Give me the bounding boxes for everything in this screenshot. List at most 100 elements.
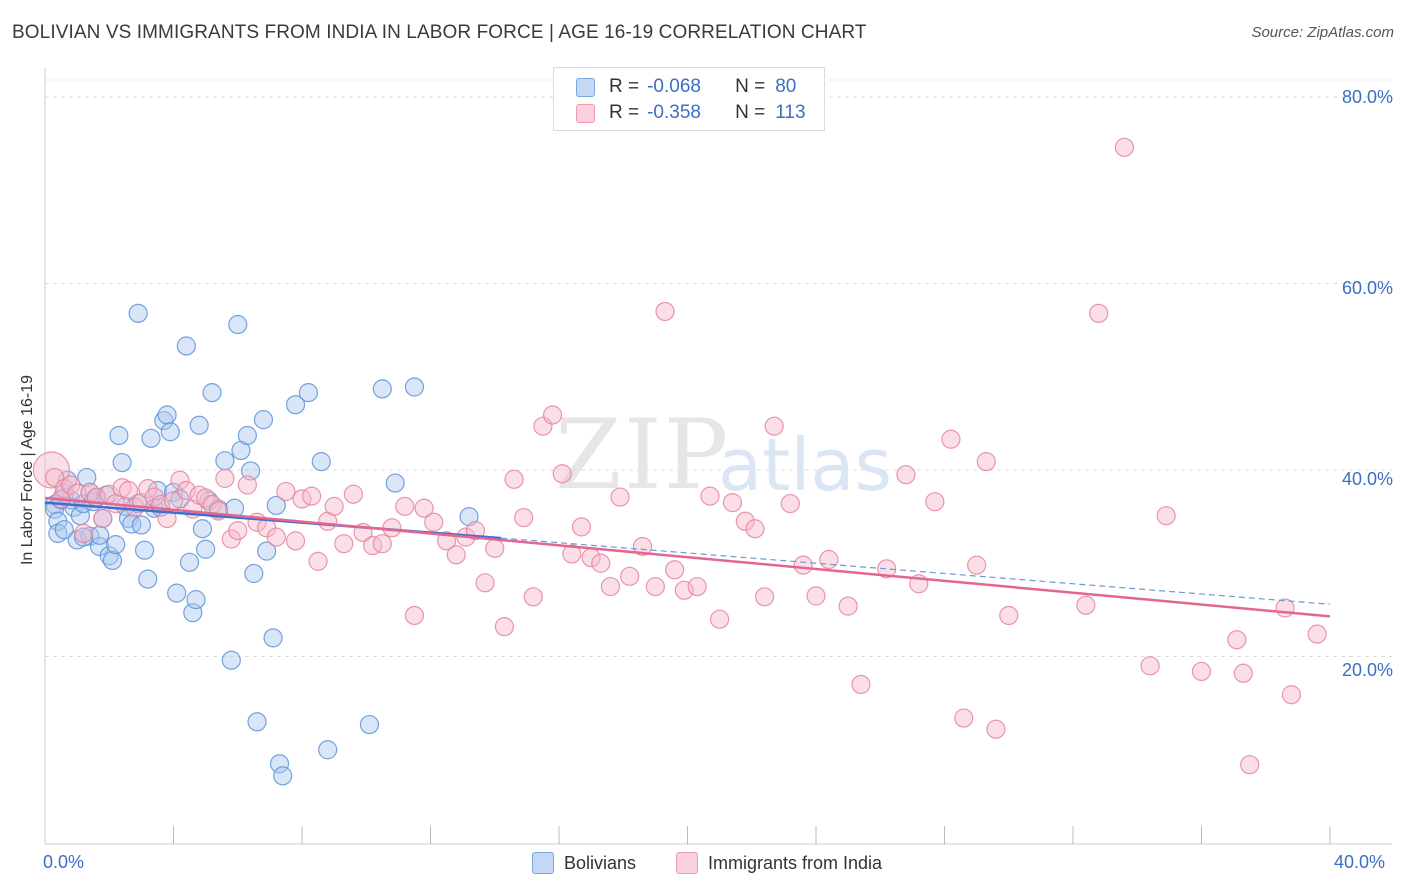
india-point [620, 566, 640, 586]
bolivians-point [311, 452, 331, 472]
bolivians-point [285, 395, 306, 415]
india-point [687, 576, 707, 597]
bolivians-point [372, 379, 392, 399]
bolivians-point [257, 541, 277, 561]
india-point [562, 544, 582, 564]
india-point [925, 492, 945, 512]
india-point [276, 481, 296, 502]
india-point [1114, 137, 1135, 157]
india-trendline [44, 496, 1331, 618]
legend-swatch-india [576, 103, 595, 123]
source-label: Source: ZipAtlas.com [1251, 24, 1394, 41]
bolivians-point [253, 410, 274, 430]
india-point [1240, 755, 1260, 775]
bolivians-point [269, 754, 290, 774]
india-point [793, 555, 813, 575]
india-point [735, 511, 755, 531]
india-point [941, 429, 961, 449]
india-point [754, 587, 775, 607]
bolivians-point [202, 383, 222, 403]
bolivians-point [167, 583, 187, 603]
bolivians-point [109, 425, 129, 446]
india-point [414, 498, 434, 518]
india-point [665, 560, 685, 580]
india-point [1156, 506, 1176, 526]
watermark-zip: ZIP [555, 399, 730, 511]
india-point [382, 518, 402, 538]
bolivians-point [122, 514, 142, 534]
bolivians-point [192, 519, 213, 539]
india-point [819, 549, 839, 570]
bolivians-point [141, 428, 161, 448]
bolivians-point [221, 650, 241, 670]
bolivians-point [266, 495, 286, 516]
x-tick-label-min: 0.0% [43, 852, 85, 872]
india-point [324, 496, 344, 516]
india-point [967, 555, 987, 575]
india-point [745, 519, 765, 539]
bolivians-point [134, 540, 155, 560]
legend-n-label: N = [735, 76, 766, 97]
india-point [722, 493, 743, 513]
correlation-legend: R = -0.068 N = 80 R = -0.358 N = 113 [553, 67, 825, 131]
india-point [591, 553, 611, 573]
bolivians-point [298, 383, 319, 403]
india-point [1191, 661, 1212, 682]
bolivians-point [237, 425, 257, 446]
india-point [514, 507, 534, 528]
india-point [1281, 685, 1302, 705]
y-tick-label-20: 20.0% [1341, 660, 1393, 680]
bolivians-point [112, 452, 132, 473]
india-point [764, 416, 784, 436]
legend-n-value: 113 [775, 102, 806, 123]
india-point [32, 451, 71, 489]
india-point [504, 469, 524, 489]
bolivians-point [154, 410, 174, 431]
india-point [542, 405, 563, 425]
india-point [999, 605, 1019, 626]
bolivians-point [131, 515, 151, 535]
india-point [228, 521, 248, 541]
india-point [343, 484, 363, 504]
india-point [266, 527, 286, 547]
india-point [645, 576, 665, 597]
india-point [176, 480, 196, 501]
india-point [1233, 663, 1253, 683]
legend-r-label: R = [609, 76, 640, 97]
india-point [308, 551, 328, 571]
india-point [334, 534, 354, 554]
india-point [1076, 595, 1096, 615]
bolivians-point [385, 473, 405, 493]
bolivians-point [196, 539, 216, 559]
india-point [780, 493, 800, 514]
india-point [237, 475, 257, 495]
india-point [93, 508, 113, 529]
india-point [896, 465, 916, 485]
india-point [144, 487, 164, 507]
india-point [363, 535, 383, 556]
india-point [674, 580, 694, 600]
y-tick-label-60: 60.0% [1341, 278, 1393, 298]
legend-r-value: -0.358 [647, 102, 701, 123]
legend-r-label: R = [609, 102, 640, 123]
bolivians-point [77, 467, 97, 488]
legend-row-india: R = -0.358 N = 113 [576, 102, 806, 124]
chart-title: BOLIVIAN VS IMMIGRANTS FROM INDIA IN LAB… [12, 22, 867, 43]
india-point [1227, 630, 1247, 650]
india-point [632, 536, 653, 557]
bolivians-point [228, 314, 248, 335]
india-point [655, 301, 675, 322]
bolivians-point [106, 534, 126, 555]
series-legend: Bolivians Immigrants from India [0, 852, 1406, 878]
bolivians-point [215, 451, 235, 471]
india-point [552, 464, 572, 484]
legend-swatch-bolivians [532, 852, 554, 874]
india-point [851, 674, 871, 695]
india-point [710, 609, 730, 629]
legend-row-bolivians: R = -0.068 N = 80 [576, 76, 796, 98]
bolivians-trendline-extension [501, 537, 1331, 605]
bolivians-point [138, 569, 158, 589]
india-point [475, 573, 495, 593]
india-point [118, 480, 139, 501]
legend-r-value: -0.068 [647, 76, 701, 97]
